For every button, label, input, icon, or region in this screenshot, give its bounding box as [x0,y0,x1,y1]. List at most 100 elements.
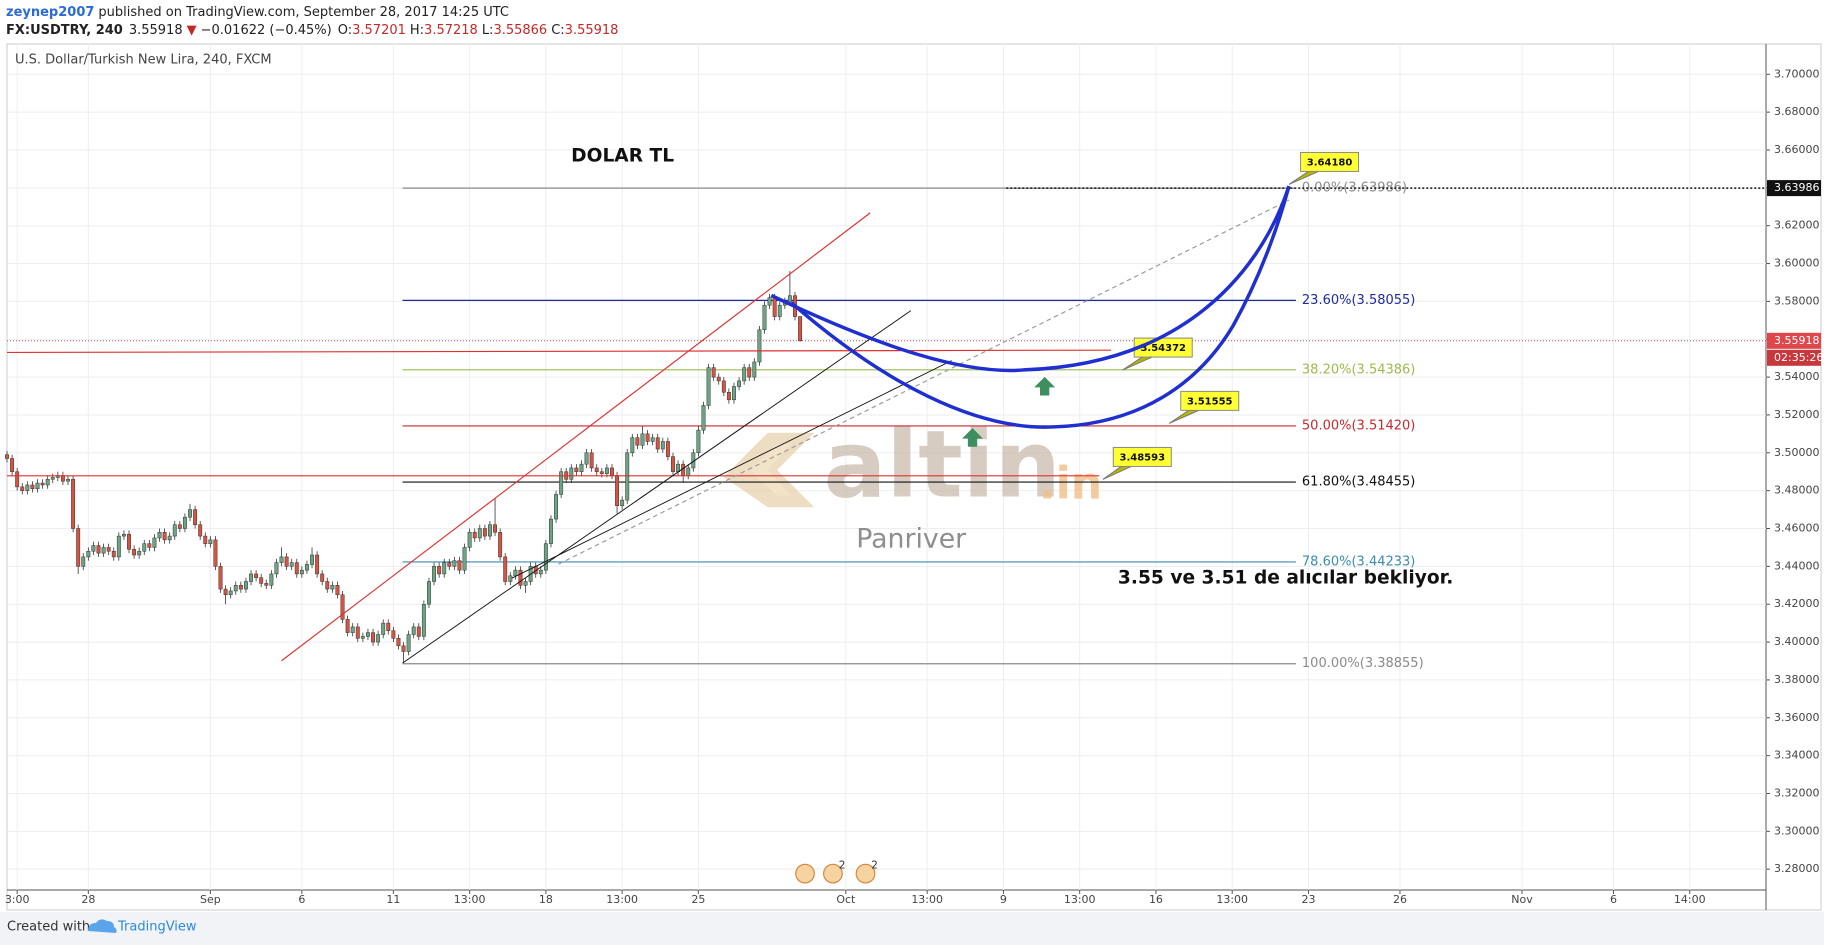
candle-body [472,532,477,539]
candle-body [81,556,86,567]
candle-body [111,550,116,558]
candle-body [762,304,767,331]
candle-body [615,475,620,507]
ticker: FX:USDTRY, 240 [6,23,123,38]
event-icon[interactable] [795,863,815,884]
candle-body [610,467,614,476]
c-label: C: [551,23,564,38]
callout-box [1112,446,1172,467]
trend-line [511,360,952,579]
l-label: L: [482,23,494,38]
candle-body [243,581,248,590]
candle-body [91,545,96,552]
candle-body [721,380,726,393]
candle-body [432,566,436,582]
watermark-logo-inner [750,444,792,496]
candle-body [447,562,452,567]
candle-body [508,575,513,582]
candle-body [599,471,604,474]
channel-line [281,212,871,662]
candle-body [604,467,609,474]
candle-body [177,524,182,529]
candle-body [284,556,289,567]
candle-body [121,533,126,537]
heading: DOLAR TL [571,145,674,166]
footer-brand[interactable]: TradingView [117,920,197,935]
candle-body [589,452,594,469]
candle-body [584,452,589,465]
candle-body [147,543,152,548]
x-tick-label: 23 [1301,893,1315,906]
candle-body [757,329,762,363]
x-tick-label: 13:00 [1064,893,1096,906]
drawings: DOLAR TL 3.55 ve 3.51 de alıcılar bekliy… [6,145,1453,884]
candle-body [391,630,396,639]
candle-body [40,482,45,486]
candle-body [193,509,198,525]
candle-body [482,528,487,537]
candle-body [676,463,681,472]
x-tick-label: Nov [1511,893,1533,906]
candle-body [86,550,91,558]
candle-body [630,437,635,454]
candle-body [376,634,381,643]
candle-body [355,626,360,639]
y-tick-label: 3.42000 [1774,597,1820,610]
y-tick-label: 3.68000 [1774,105,1820,118]
footer [0,912,1824,945]
x-tick-label: 13:00 [606,893,638,906]
candle-body [549,518,553,544]
candle-body [416,626,421,637]
candle-body [50,477,55,480]
candle-body [274,562,279,575]
candle-body [132,549,137,556]
candle-body [152,537,157,548]
candle-body [396,638,401,647]
y-tick-label: 3.52000 [1774,408,1820,421]
candle-body [711,367,716,378]
note: 3.55 ve 3.51 de alıcılar bekliyor. [1118,568,1453,589]
candle-body [315,554,320,575]
author[interactable]: zeynep2007 [6,5,94,20]
watermark-logo [723,432,815,508]
candle-body [493,524,497,533]
symbol-line: FX:USDTRY, 240 3.55918 ▼ −0.01622 (−0.45%) O… [6,23,618,38]
event-icon[interactable] [855,863,876,884]
y-tick-label: 3.44000 [1774,559,1820,572]
tv-logo[interactable] [88,919,117,933]
candle-body [66,479,70,482]
x-tick-label: 16 [1149,893,1163,906]
event-icon[interactable] [823,863,843,884]
change: −0.01622 (−0.45%) [201,23,332,38]
candle-body [650,437,655,442]
y-tick-label: 3.48000 [1774,484,1820,497]
o-label: O: [338,23,352,38]
countdown-tag [1767,349,1821,366]
callout-label: 3.54372 [1140,343,1186,354]
candle-body [488,524,492,537]
candle-body [798,316,803,342]
candle-body [35,482,40,490]
candle-body [457,560,462,571]
candle-body [732,386,736,401]
candle-body [574,467,579,472]
fib-label: 50.00%(3.51420) [1302,418,1415,433]
x-tick-label: 28 [81,893,95,906]
candle-body [645,433,650,442]
header-line: zeynep2007 published on TradingView.com, … [6,5,509,20]
event-count: 2 [839,859,846,871]
candle-body [340,594,345,620]
countdown-label: 02:35:26 [1774,351,1823,364]
candle-body [660,441,665,450]
watermark: altin .in Panriver [723,411,1102,554]
h-value: 3.57218 [424,23,478,38]
candle-body [218,566,223,590]
fib-label: 61.80%(3.48455) [1302,475,1415,490]
candle-body [742,367,747,382]
footer-created: Created with [7,920,90,935]
candle-body [787,295,792,302]
fib-label: 38.20%(3.54386) [1302,362,1415,377]
candle-body [467,532,472,548]
candle-body [442,562,447,575]
